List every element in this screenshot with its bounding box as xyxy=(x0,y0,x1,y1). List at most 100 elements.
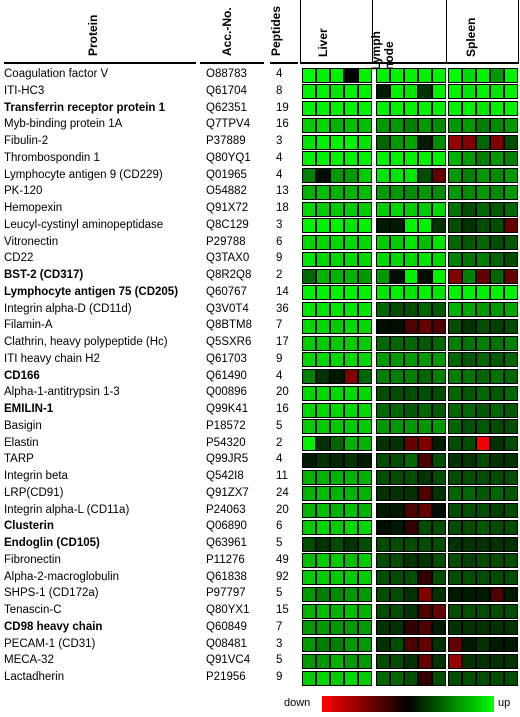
heatmap-cell xyxy=(418,452,432,468)
heatmap-cell xyxy=(462,352,476,368)
peptide-count: 4 xyxy=(276,369,283,382)
protein-name: Fibulin-2 xyxy=(4,135,49,147)
heatmap-cell xyxy=(390,151,404,167)
peptide-count: 36 xyxy=(276,302,289,315)
protein-name: Transferrin receptor protein 1 xyxy=(4,101,166,114)
accession-number: Q61838 xyxy=(206,570,247,583)
heatmap-cell xyxy=(490,670,504,686)
heatmap-cell xyxy=(504,218,518,234)
heatmap-cell xyxy=(330,620,344,636)
heatmap-cell xyxy=(462,436,476,451)
heatmap-cell xyxy=(302,84,316,100)
heatmap-cell xyxy=(462,117,476,133)
protein-name: Lactadherin xyxy=(4,671,65,683)
protein-name: PK-120 xyxy=(4,185,43,198)
protein-header: Protein xyxy=(4,0,196,62)
heatmap-cell xyxy=(316,620,330,636)
heatmap-cell xyxy=(418,151,432,167)
accession-number: Q91VC4 xyxy=(206,654,251,667)
heatmap-cell xyxy=(376,134,390,150)
heatmap-cell xyxy=(390,536,404,552)
heatmap-cell xyxy=(418,419,432,435)
heatmap-cell xyxy=(302,620,316,636)
peptide-count: 13 xyxy=(276,185,289,198)
accession-number: Q542I8 xyxy=(206,470,244,482)
heatmap-cell xyxy=(376,452,390,468)
heatmap-cell xyxy=(504,486,518,502)
heatmap-cell xyxy=(490,251,504,267)
heatmap-cell xyxy=(490,620,504,636)
heatmap-cell xyxy=(490,536,504,552)
heatmap-cell xyxy=(344,218,358,234)
heatmap-cell xyxy=(476,620,490,636)
heatmap-cell xyxy=(404,285,418,301)
heatmap-cell xyxy=(418,670,432,686)
heatmap-cell xyxy=(376,402,390,418)
heatmap-cell xyxy=(448,101,462,116)
heatmap-cell xyxy=(462,268,476,284)
heatmap-cell xyxy=(504,134,518,150)
heatmap-cell xyxy=(316,184,330,200)
heatmap-cell xyxy=(432,452,446,468)
heatmap-cell xyxy=(490,469,504,485)
heatmap-cell xyxy=(418,519,432,535)
heatmap-cell xyxy=(330,637,344,652)
heatmap-cell xyxy=(390,218,404,234)
heatmap-cell xyxy=(462,620,476,636)
heatmap-cell xyxy=(432,402,446,418)
heatmap-cell xyxy=(344,586,358,602)
heatmap-cell xyxy=(490,369,504,384)
heatmap-cell xyxy=(462,419,476,435)
heatmap-cell xyxy=(404,553,418,569)
heatmap-cell xyxy=(432,436,446,451)
heatmap-cell xyxy=(316,419,330,435)
peptide-count: 11 xyxy=(276,470,288,482)
heatmap-cell xyxy=(448,503,462,518)
heatmap-cell xyxy=(344,151,358,167)
accession-number: Q7TPV4 xyxy=(206,118,251,131)
heatmap-cell xyxy=(504,369,518,384)
heatmap-cell xyxy=(404,218,418,234)
heatmap-cell xyxy=(476,352,490,368)
heatmap-cell xyxy=(376,536,390,552)
heatmap-cell xyxy=(504,385,518,401)
heatmap-cell xyxy=(432,419,446,435)
heatmap-cell xyxy=(418,653,432,669)
heatmap-cell xyxy=(432,553,446,569)
heatmap-cell xyxy=(316,218,330,234)
heatmap-cell xyxy=(330,553,344,569)
accession-number: Q08481 xyxy=(206,637,247,650)
heatmap-cell xyxy=(344,419,358,435)
accession-number: Q62351 xyxy=(206,101,247,114)
heatmap-cell xyxy=(376,268,390,284)
accession-number: Q3V0T4 xyxy=(206,302,249,315)
accession-number: O88783 xyxy=(206,68,247,80)
heatmap-cell xyxy=(376,285,390,301)
heatmap-cell xyxy=(504,603,518,619)
peptide-count: 49 xyxy=(276,553,289,566)
heatmap-cell xyxy=(404,385,418,401)
heatmap-cell xyxy=(302,101,316,116)
heatmap-cell xyxy=(476,385,490,401)
heatmap-cell xyxy=(476,335,490,351)
heatmap-cell xyxy=(462,653,476,669)
heatmap-cell xyxy=(330,218,344,234)
heatmap-cell xyxy=(418,67,432,83)
protein-name: TARP xyxy=(4,453,34,466)
heatmap-cell xyxy=(344,486,358,502)
heatmap-cell xyxy=(504,670,518,686)
heatmap-cell xyxy=(302,318,316,334)
heatmap-cell xyxy=(504,620,518,636)
heatmap-cell xyxy=(432,151,446,167)
heatmap-cell xyxy=(476,637,490,652)
heatmap-cell xyxy=(330,335,344,351)
heatmap-cell xyxy=(404,570,418,585)
heatmap-cell xyxy=(390,67,404,83)
heatmap-cell xyxy=(302,519,316,535)
peptide-count: 3 xyxy=(276,218,283,231)
protein-name: Lymphocyte antigen 9 (CD229) xyxy=(4,168,163,181)
heatmap-cell xyxy=(376,503,390,518)
heatmap-cell xyxy=(302,670,316,686)
heatmap-cell xyxy=(302,184,316,200)
heatmap-cell xyxy=(376,486,390,502)
